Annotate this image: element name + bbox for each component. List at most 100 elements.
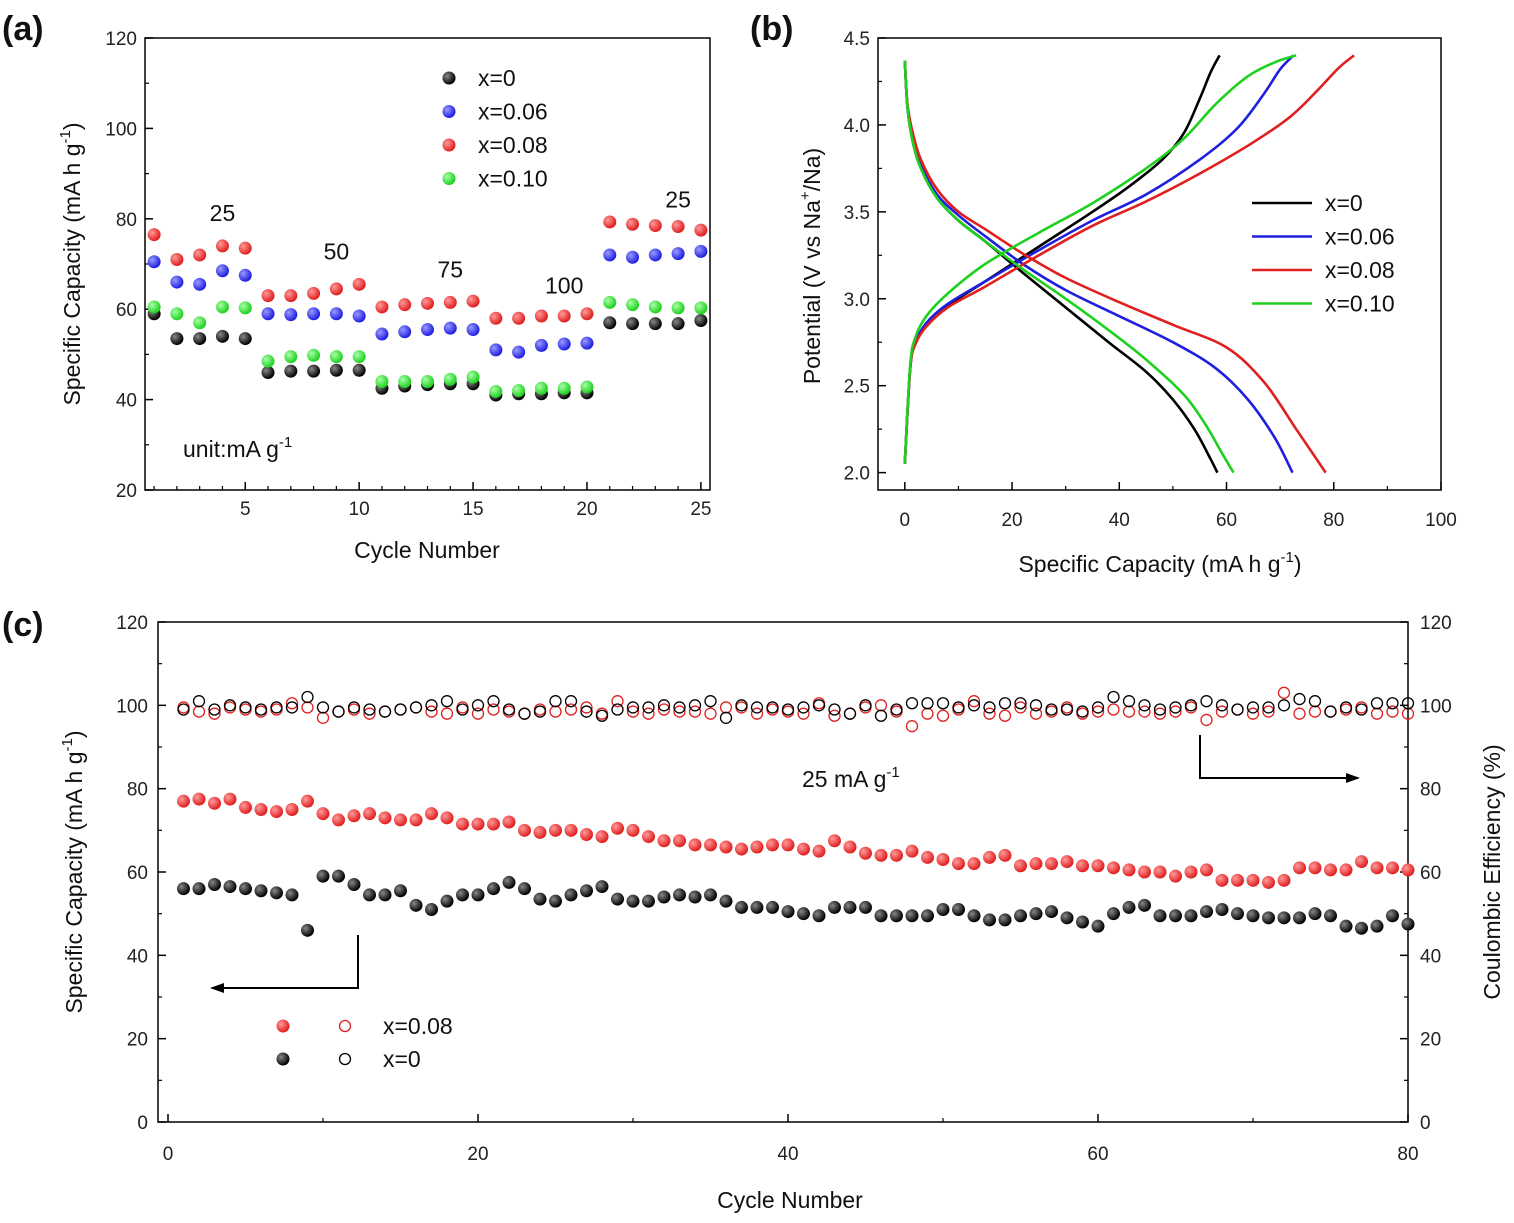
panel-c-efficiency-point-x-0-08 <box>936 709 950 722</box>
panel-c-capacity-point-x-0-08 <box>440 811 454 825</box>
panel-c-ytick-label: 100 <box>116 696 148 717</box>
panel-c-capacity-point-x-0-08 <box>812 844 826 858</box>
panel-c-efficiency-point-x-0-08 <box>440 707 454 720</box>
panel-c-rate-note-main: 25 mA g <box>802 766 886 792</box>
panel-a-legend-marker <box>442 105 456 118</box>
panel-b-plot: 0 20 40 60 80 100 2.0 2.5 3.0 3.5 4.0 4.5 x=0 x=0.06… <box>797 29 1457 577</box>
panel-c-ytick-label: 20 <box>127 1030 148 1051</box>
panel-a-point-x-0-10 <box>466 370 480 384</box>
panel-c-capacity-point-x-0-08 <box>1153 865 1167 879</box>
panel-b-legend-label: x=0.06 <box>1325 224 1395 250</box>
panel-c-efficiency-point-x-0 <box>766 701 779 714</box>
panel-a-ylabel-sup: -1 <box>57 130 74 143</box>
panel-c-efficiency-point-x-0 <box>673 701 686 714</box>
panel-c-efficiency-point-x-0-08 <box>549 705 562 718</box>
panel-c-efficiency-point-x-0 <box>657 699 671 712</box>
panel-c-capacity-point-x-0 <box>967 909 981 923</box>
panel-c-capacity-point-x-0 <box>1386 909 1399 923</box>
panel-c-efficiency-point-x-0-08 <box>425 705 438 718</box>
panel-c-capacity-point-x-0 <box>1091 919 1105 933</box>
panel-c-capacity-point-x-0-08 <box>1091 859 1105 873</box>
panel-c-capacity-point-x-0-08 <box>1262 875 1275 889</box>
panel-c-capacity-point-x-0 <box>270 886 283 900</box>
panel-c-ytick-label: 60 <box>127 863 148 884</box>
panel-c-ylabel-sup: -1 <box>59 738 76 751</box>
panel-a-legend-marker <box>442 71 456 85</box>
panel-c-efficiency-point-x-0-08 <box>983 707 996 720</box>
panel-c-capacity-point-x-0 <box>1277 911 1291 925</box>
panel-c-capacity-point-x-0 <box>440 894 454 908</box>
panel-c-capacity-point-x-0-08 <box>967 857 981 871</box>
panel-c-y2tick-label: 0 <box>1420 1113 1431 1134</box>
panel-a-point-x-0-10 <box>147 300 161 314</box>
panel-c-efficiency-point-x-0 <box>1231 703 1244 716</box>
panel-a-point-x-0-10 <box>193 316 207 330</box>
panel-c-capacity-point-x-0-08 <box>595 830 609 844</box>
panel-c-efficiency-point-x-0-08 <box>363 707 376 720</box>
panel-c-efficiency-point-x-0 <box>1277 699 1291 712</box>
panel-c-efficiency-point-x-0-08 <box>1107 703 1120 716</box>
panel-c-efficiency-point-x-0-08 <box>471 707 485 720</box>
panel-b-xlabel-end: ) <box>1294 551 1302 577</box>
panel-a-point-x-0-08 <box>534 309 548 323</box>
panel-c-efficiency-point-x-0-08 <box>1029 707 1043 720</box>
panel-b-discharge-line-x-0-06 <box>903 60 1294 474</box>
panel-c-capacity-point-x-0-08 <box>425 807 438 821</box>
panel-c-efficiency-point-x-0 <box>440 695 454 708</box>
panel-a-point-x-0-06 <box>580 336 594 350</box>
panel-a-point-x-0 <box>352 363 366 377</box>
panel-c-legend-label: x=0 <box>383 1046 421 1072</box>
panel-c-xtick-label: 0 <box>163 1144 174 1165</box>
panel-c-capacity-point-x-0-08 <box>1076 859 1089 873</box>
panel-c-efficiency-point-x-0 <box>1045 703 1058 716</box>
panel-c-capacity-point-x-0-08 <box>936 853 950 866</box>
panel-a-point-x-0-06 <box>193 277 207 291</box>
panel-c-efficiency-point-x-0-08 <box>1091 705 1105 718</box>
panel-c-efficiency-point-x-0 <box>1014 697 1027 710</box>
panel-c-capacity-point-x-0-08 <box>983 850 996 864</box>
panel-c-capacity-point-x-0 <box>332 869 345 883</box>
panel-a-unit-note: unit:mA g-1 <box>183 434 292 462</box>
panel-c-efficiency-point-x-0-08 <box>487 703 500 716</box>
panel-c-efficiency-point-x-0-08 <box>673 705 686 718</box>
panel-c-capacity-point-x-0-08 <box>952 857 965 871</box>
panel-c-capacity-point-x-0-08 <box>704 838 717 852</box>
panel-a-point-x-0-10 <box>421 375 434 389</box>
panel-c-ytick-label: 80 <box>127 780 148 801</box>
panel-c-efficiency-point-x-0-08 <box>285 697 299 710</box>
panel-a-point-x-0 <box>694 314 708 327</box>
panel-a-point-x-0 <box>603 316 617 330</box>
panel-c-capacity-point-x-0-08 <box>564 823 578 837</box>
panel-c-legend-label: x=0.08 <box>383 1013 453 1039</box>
panel-c-y2tick-label: 100 <box>1420 696 1452 717</box>
panel-a-point-x-0-06 <box>421 323 434 337</box>
panel-a-point-x-0-06 <box>261 307 275 321</box>
panel-c-capacity-point-x-0-08 <box>316 807 330 821</box>
panel-c-capacity-point-x-0-08 <box>781 838 795 852</box>
panel-c-efficiency-point-x-0 <box>208 703 221 716</box>
panel-a-point-x-0-06 <box>170 275 184 289</box>
panel-a-point-x-0-08 <box>694 223 708 237</box>
panel-c-efficiency-point-x-0-08 <box>316 711 330 724</box>
panel-a-point-x-0-06 <box>375 327 389 341</box>
panel-c-capacity-point-x-0 <box>301 923 314 937</box>
panel-b-ylabel: Potential (V vs Na+/Na) <box>797 148 825 384</box>
panel-c-capacity-point-x-0-08 <box>1370 861 1384 875</box>
panel-a-point-x-0-10 <box>557 381 571 395</box>
panel-c-capacity-point-x-0-08 <box>673 834 686 848</box>
panel-a-xtick-label: 5 <box>240 499 251 520</box>
panel-c-efficiency-point-x-0-08 <box>301 701 314 714</box>
panel-c-efficiency-point-x-0 <box>1339 701 1353 714</box>
panel-c-efficiency-point-x-0 <box>378 705 392 718</box>
panel-c-capacity-point-x-0 <box>595 880 609 894</box>
panel-a-ticks: 5 10 15 20 25 20 40 60 80 100 120 <box>105 29 711 520</box>
panel-b-ytick-label: 2.5 <box>844 377 870 398</box>
panel-a-legend-label: x=0.08 <box>478 132 548 158</box>
panel-c-efficiency-point-x-0 <box>1029 699 1043 712</box>
panel-a-point-x-0-06 <box>352 309 366 323</box>
panel-c-efficiency-point-x-0-08 <box>1293 707 1306 720</box>
panel-c-legend-open-marker <box>338 1052 352 1066</box>
panel-c-capacity-point-x-0-08 <box>626 823 640 837</box>
panel-a-point-x-0-10 <box>238 301 252 315</box>
panel-c-efficiency-point-x-0 <box>967 699 981 712</box>
